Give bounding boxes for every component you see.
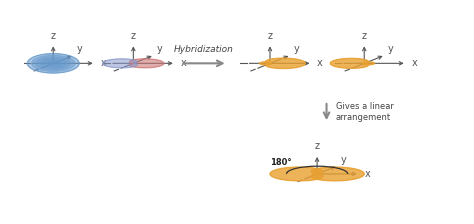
Text: y: y (388, 44, 393, 54)
Polygon shape (129, 59, 164, 68)
Text: y: y (293, 44, 299, 54)
Text: x: x (317, 58, 323, 68)
Text: z: z (51, 31, 56, 41)
Ellipse shape (36, 57, 71, 70)
Ellipse shape (40, 58, 66, 68)
Ellipse shape (27, 54, 79, 73)
Text: y: y (76, 44, 82, 54)
Polygon shape (270, 167, 323, 181)
Polygon shape (260, 62, 271, 65)
Text: x: x (364, 169, 370, 179)
Text: x: x (181, 58, 186, 68)
Text: z: z (362, 31, 367, 41)
Polygon shape (103, 59, 137, 68)
Ellipse shape (45, 60, 62, 67)
Polygon shape (363, 62, 374, 65)
Text: x: x (100, 58, 106, 68)
Polygon shape (330, 58, 368, 68)
Polygon shape (265, 58, 305, 69)
Text: z: z (131, 31, 136, 41)
Text: Hybridization: Hybridization (174, 45, 234, 54)
Text: z: z (267, 31, 273, 41)
Text: Gives a linear
arrangement: Gives a linear arrangement (336, 102, 394, 122)
Ellipse shape (49, 62, 57, 65)
Text: z: z (315, 141, 319, 151)
Text: y: y (340, 155, 346, 165)
Text: y: y (156, 44, 163, 54)
Polygon shape (311, 167, 364, 181)
Text: x: x (411, 58, 417, 68)
Ellipse shape (32, 55, 75, 71)
Text: 180°: 180° (270, 158, 292, 167)
